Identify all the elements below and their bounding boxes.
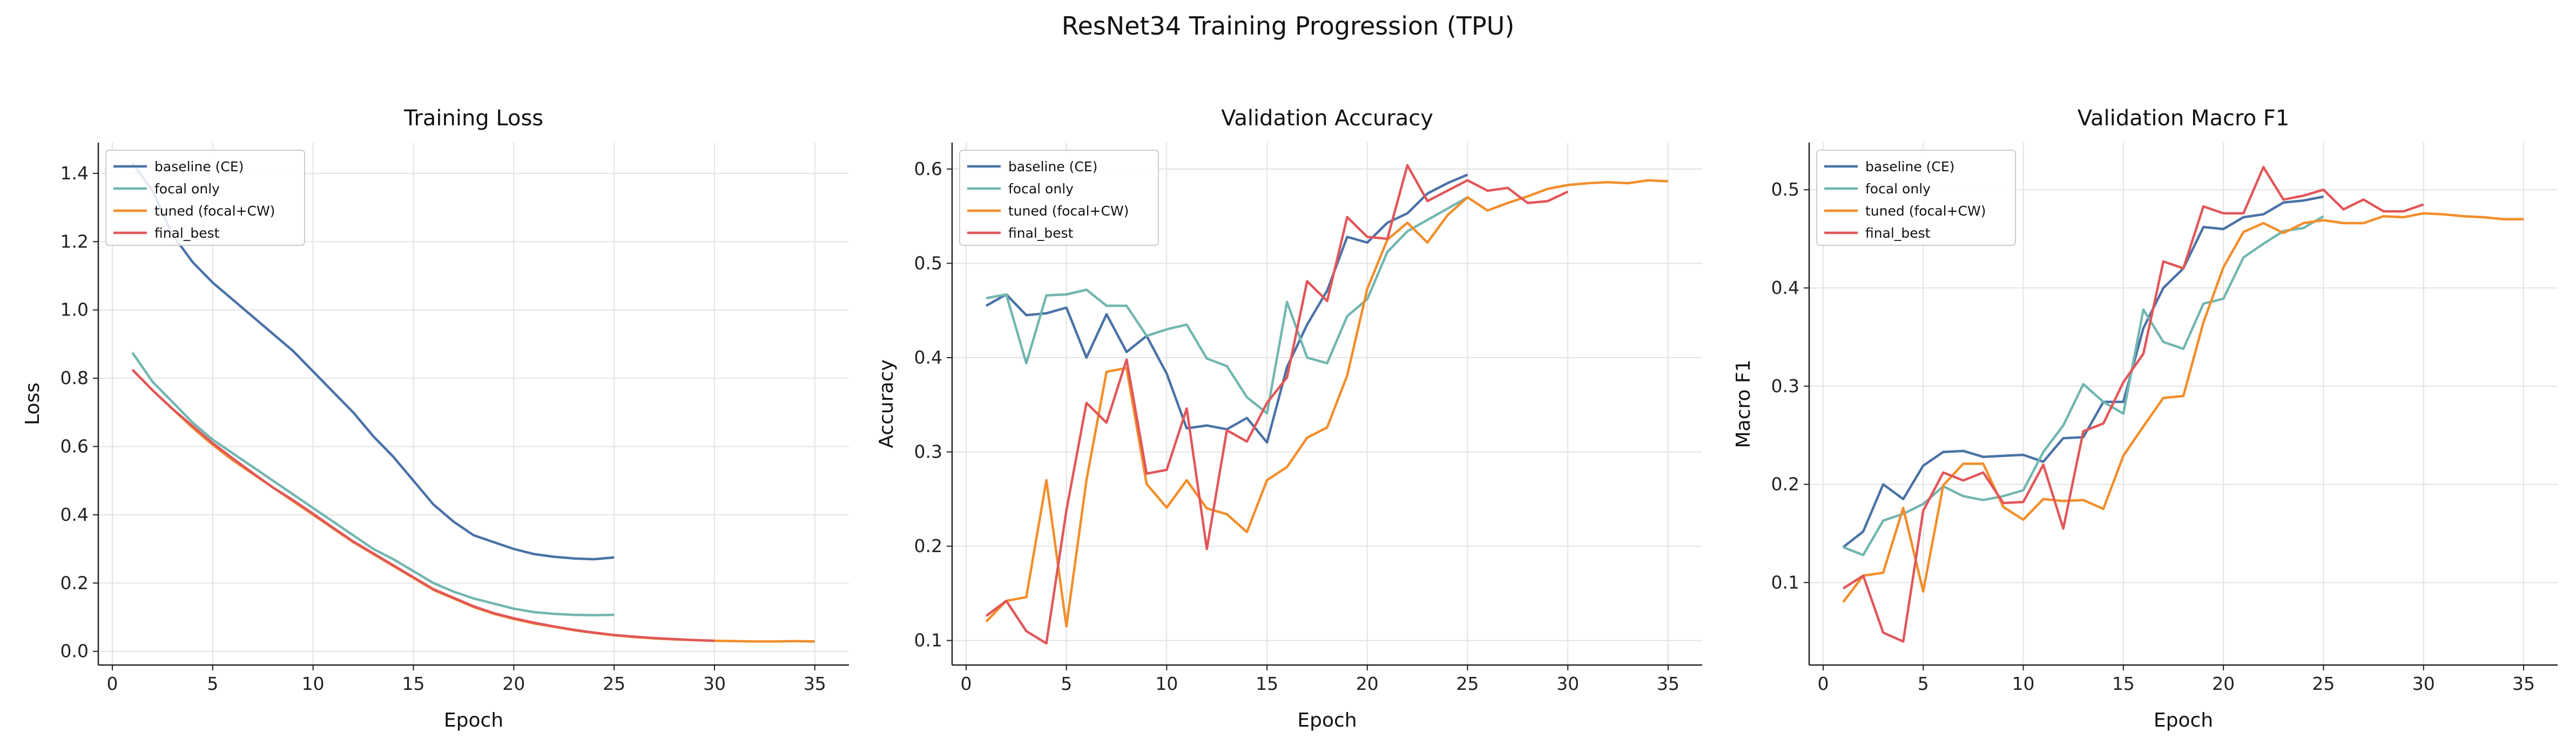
x-tick-label: 30 xyxy=(2412,673,2435,694)
y-tick-label: 0.2 xyxy=(60,572,89,593)
y-tick-label: 1.2 xyxy=(60,231,89,252)
x-tick-label: 0 xyxy=(960,673,972,694)
x-tick-label: 25 xyxy=(1456,673,1479,694)
y-axis-label: Macro F1 xyxy=(1732,359,1755,448)
legend-box xyxy=(105,150,305,246)
chart-panel-1: 0 5 10 15 20 25 30 35 0.0 0.2 0.4 0.6 0.8 1.0 1.2 1.4 Tr… xyxy=(22,106,849,731)
legend-label: baseline (CE) xyxy=(154,159,244,174)
y-tick-label: 0.4 xyxy=(60,504,89,525)
x-tick-label: 20 xyxy=(2212,673,2235,694)
x-tick-label: 15 xyxy=(1256,673,1278,694)
x-tick-label: 15 xyxy=(402,673,425,694)
x-tick-label: 10 xyxy=(302,673,325,694)
x-tick-label: 35 xyxy=(804,673,826,694)
figure-suptitle: ResNet34 Training Progression (TPU) xyxy=(1062,11,1515,41)
series-line-focal-only xyxy=(986,196,1468,415)
x-tick-label: 0 xyxy=(107,673,118,694)
y-tick-label: 0.6 xyxy=(914,158,942,179)
x-tick-label: 0 xyxy=(1817,673,1829,694)
legend-label: final_best xyxy=(1865,225,1931,241)
legend-label: baseline (CE) xyxy=(1865,159,1954,174)
chart-title: Validation Accuracy xyxy=(1221,106,1433,131)
y-tick-label: 1.4 xyxy=(60,163,89,184)
chart-title: Validation Macro F1 xyxy=(2078,106,2289,131)
x-tick-label: 35 xyxy=(1657,673,1680,694)
legend-label: tuned (focal+CW) xyxy=(154,203,275,219)
legend-label: final_best xyxy=(154,225,220,241)
legend: baseline (CE) focal only tuned (focal+CW) f… xyxy=(1816,150,2016,246)
legend-label: focal only xyxy=(1008,181,1074,197)
series-line-focal-only xyxy=(131,352,615,616)
y-tick-label: 0.1 xyxy=(1771,572,1799,593)
legend-label: baseline (CE) xyxy=(1008,159,1097,174)
y-tick-label: 0.5 xyxy=(1771,179,1799,200)
chart-panel-3: 0 5 10 15 20 25 30 35 0.1 0.2 0.3 0.4 0.5 Validation … xyxy=(1732,106,2558,731)
x-tick-label: 30 xyxy=(1556,673,1579,694)
x-axis-label: Epoch xyxy=(1297,709,1357,731)
y-tick-label: 0.4 xyxy=(914,347,942,368)
series-line-final-best xyxy=(1842,166,2424,643)
y-tick-label: 1.0 xyxy=(60,299,89,320)
y-tick-label: 0.6 xyxy=(60,436,89,457)
legend: baseline (CE) focal only tuned (focal+CW) f… xyxy=(959,150,1159,246)
series-line-focal-only xyxy=(1843,215,2324,556)
series-line-baseline-ce- xyxy=(131,162,615,561)
x-tick-label: 30 xyxy=(703,673,726,694)
y-tick-label: 0.5 xyxy=(914,252,942,273)
legend-label: tuned (focal+CW) xyxy=(1008,203,1129,219)
legend-box xyxy=(959,150,1159,246)
x-tick-label: 25 xyxy=(603,673,625,694)
y-axis-label: Loss xyxy=(22,382,44,425)
x-tick-label: 20 xyxy=(1356,673,1379,694)
chart-panel-2: 0 5 10 15 20 25 30 35 0.1 0.2 0.3 0.4 0.5 0.6 Validati… xyxy=(875,106,1702,731)
series-line-final-best xyxy=(985,164,1569,645)
y-tick-label: 0.8 xyxy=(60,367,89,388)
legend-label: focal only xyxy=(154,181,220,197)
legend-label: tuned (focal+CW) xyxy=(1865,203,1986,219)
y-tick-label: 0.3 xyxy=(1771,375,1799,397)
x-axis-label: Epoch xyxy=(2154,709,2213,731)
legend: baseline (CE) focal only tuned (focal+CW) f… xyxy=(105,150,305,246)
series-line-tuned-focal-cw- xyxy=(985,179,1669,628)
chart-title: Training Loss xyxy=(403,106,543,131)
y-tick-label: 0.2 xyxy=(914,535,942,556)
legend-box xyxy=(1816,150,2016,246)
x-tick-label: 5 xyxy=(1918,673,1929,694)
legend-label: final_best xyxy=(1008,225,1074,241)
x-tick-label: 5 xyxy=(1061,673,1072,694)
x-tick-label: 20 xyxy=(502,673,525,694)
y-tick-label: 0.3 xyxy=(914,441,942,462)
x-tick-label: 10 xyxy=(1155,673,1178,694)
x-tick-label: 35 xyxy=(2512,673,2535,694)
x-tick-label: 5 xyxy=(207,673,218,694)
legend-label: focal only xyxy=(1865,181,1931,197)
x-tick-label: 10 xyxy=(2012,673,2035,694)
y-axis-label: Accuracy xyxy=(875,359,898,448)
series-line-tuned-focal-cw- xyxy=(1842,212,2524,603)
y-tick-label: 0.0 xyxy=(60,641,89,662)
y-tick-label: 0.4 xyxy=(1771,277,1799,298)
x-tick-label: 25 xyxy=(2312,673,2335,694)
x-tick-label: 15 xyxy=(2112,673,2135,694)
x-axis-label: Epoch xyxy=(444,709,503,731)
y-tick-label: 0.2 xyxy=(1771,474,1799,495)
series-line-final-best xyxy=(131,368,715,642)
y-tick-label: 0.1 xyxy=(914,630,942,651)
